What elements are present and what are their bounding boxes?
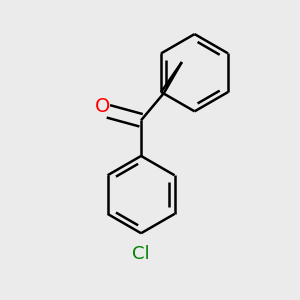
Text: Cl: Cl [132,245,150,263]
Text: O: O [95,98,110,116]
